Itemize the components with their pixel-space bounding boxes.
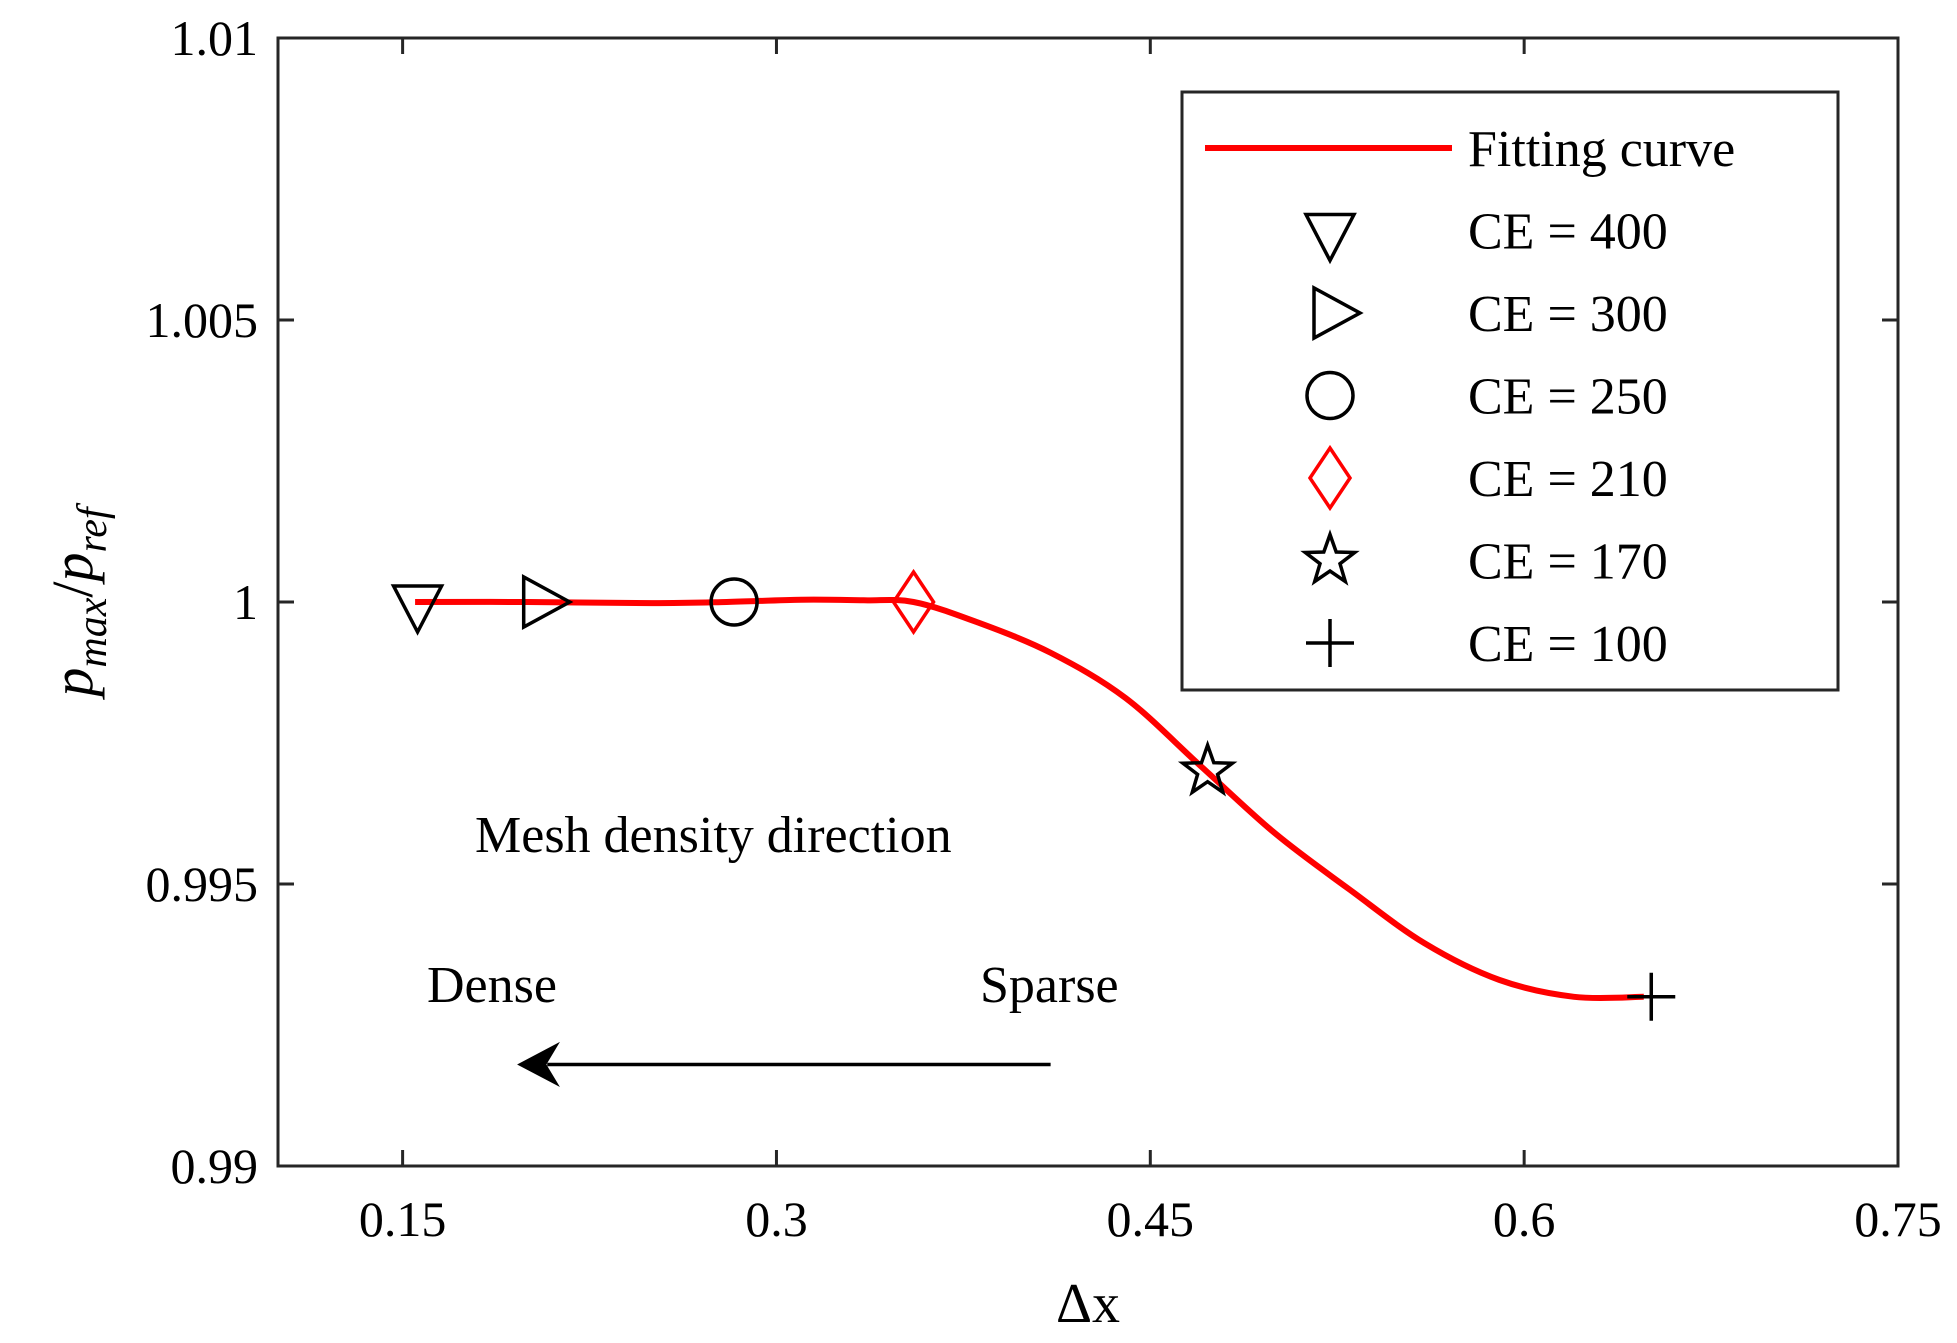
x-tick-label: 0.15 bbox=[359, 1191, 447, 1247]
x-ticks: 0.15 0.3 0.45 0.6 0.75 bbox=[359, 38, 1942, 1247]
y-tick-label: 1.01 bbox=[171, 10, 259, 66]
y-tick-label: 0.995 bbox=[146, 856, 259, 912]
annotation-layer: Mesh density direction Dense Sparse bbox=[427, 807, 1119, 1088]
x-axis-label: Δx bbox=[1056, 1273, 1120, 1335]
y-ticks: 0.99 0.995 1 1.005 1.01 bbox=[146, 10, 1898, 1194]
legend-marker-diamond bbox=[1307, 444, 1353, 512]
marker-triangle-down bbox=[390, 584, 445, 636]
dense-label: Dense bbox=[427, 957, 557, 1014]
y-axis-label-slash: / bbox=[40, 581, 105, 598]
legend-label: CE = 300 bbox=[1468, 286, 1668, 343]
mesh-direction-label: Mesh density direction bbox=[475, 807, 952, 864]
direction-arrow bbox=[517, 1041, 1051, 1088]
legend-label: CE = 100 bbox=[1468, 616, 1668, 673]
legend-marker-star bbox=[1300, 529, 1360, 586]
legend-marker-triangle-down bbox=[1303, 212, 1357, 265]
fitting-curve-layer bbox=[415, 596, 1644, 1002]
sparse-label: Sparse bbox=[980, 957, 1119, 1014]
y-axis-label-base2: p bbox=[40, 553, 105, 586]
legend-marker-plus bbox=[1306, 619, 1354, 667]
marker-plus bbox=[1627, 972, 1676, 1021]
marker-triangle-right bbox=[521, 574, 574, 630]
axes: 0.15 0.3 0.45 0.6 0.75 0.99 0.995 1 1.005 1.01 Δ… bbox=[40, 10, 1942, 1335]
legend-label: CE = 170 bbox=[1468, 534, 1668, 591]
marker-star bbox=[1177, 739, 1238, 797]
legend-marker-circle bbox=[1305, 370, 1355, 421]
x-tick-label: 0.6 bbox=[1493, 1191, 1556, 1247]
legend-label: CE = 210 bbox=[1468, 451, 1668, 508]
y-tick-label: 0.99 bbox=[171, 1138, 259, 1194]
y-axis-label-base1: p bbox=[40, 668, 105, 701]
x-tick-label: 0.45 bbox=[1107, 1191, 1195, 1247]
y-axis-label-sub2: ref bbox=[70, 502, 116, 552]
marker-layer bbox=[390, 568, 1676, 1021]
y-axis-label: pmax/pref bbox=[40, 502, 116, 701]
legend-marker-triangle-right bbox=[1312, 285, 1364, 341]
y-tick-label: 1.005 bbox=[146, 292, 259, 348]
x-tick-label: 0.3 bbox=[745, 1191, 808, 1247]
legend-label: CE = 400 bbox=[1468, 204, 1668, 261]
legend-label-fitting-curve: Fitting curve bbox=[1468, 121, 1735, 178]
y-tick-label: 1 bbox=[233, 574, 258, 630]
marker-diamond bbox=[891, 568, 936, 636]
marker-circle bbox=[709, 577, 759, 627]
x-tick-label: 0.75 bbox=[1854, 1191, 1942, 1247]
y-axis-label-sub1: max bbox=[70, 597, 116, 667]
fitting-curve-line bbox=[415, 596, 1644, 1002]
legend: Fitting curve CE = 400 CE = 300 CE = 250 CE … bbox=[1180, 90, 1840, 692]
legend-label: CE = 250 bbox=[1468, 369, 1668, 426]
arrow-head bbox=[517, 1041, 560, 1088]
legend-box bbox=[1180, 90, 1840, 692]
